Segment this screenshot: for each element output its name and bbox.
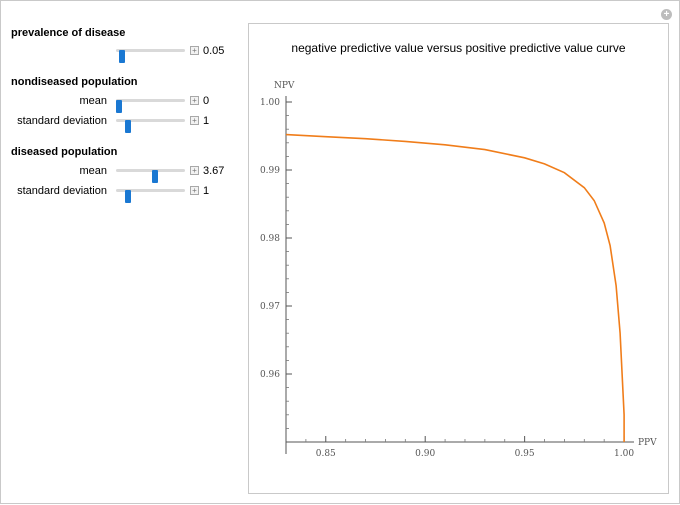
nondiseased-mean-slider[interactable]	[116, 99, 185, 113]
nondiseased-sd-slider-thumb[interactable]	[125, 120, 132, 133]
diseased-sd-control: standard deviation + 1	[1, 183, 241, 203]
diseased-mean-control: mean + 3.67	[1, 163, 241, 183]
nondiseased-sd-slider[interactable]	[116, 119, 185, 133]
prevalence-value: 0.05	[203, 45, 225, 57]
x-tick-label: 1.00	[614, 449, 634, 459]
plus-icon[interactable]: +	[190, 46, 199, 55]
nondiseased-mean-value: 0	[203, 95, 210, 107]
diseased-mean-value: 3.67	[203, 165, 225, 177]
diseased-mean-label: mean	[79, 165, 107, 177]
plus-icon[interactable]: +	[190, 166, 199, 175]
y-tick-label: 0.96	[260, 370, 280, 380]
y-tick-label: 0.98	[260, 234, 280, 244]
prevalence-control: + 0.05	[1, 43, 241, 63]
x-tick-label: 0.90	[415, 449, 435, 459]
plus-icon[interactable]: +	[190, 116, 199, 125]
y-tick-label: 1.00	[260, 98, 280, 108]
diseased-sd-slider-thumb[interactable]	[125, 190, 132, 203]
y-tick-label: 0.97	[260, 302, 280, 312]
prevalence-slider[interactable]	[116, 49, 185, 63]
x-tick-label: 0.85	[316, 449, 336, 459]
diseased-mean-slider-thumb[interactable]	[151, 170, 158, 183]
controls-panel: prevalence of disease + 0.05 nondiseased…	[1, 1, 241, 505]
nondiseased-sd-value: 1	[203, 115, 210, 127]
plot-panel: negative predictive value versus positiv…	[248, 23, 669, 494]
x-axis-label: PPV	[638, 438, 657, 448]
diseased-sd-label: standard deviation	[17, 185, 107, 197]
npv-ppv-chart: 0.85 0.90 0.95 1.00 0.96 0.97 0.98 0.99 1.00 PPV…	[260, 81, 657, 459]
diseased-section-title: diseased population	[11, 146, 118, 158]
nondiseased-sd-label: standard deviation	[17, 115, 107, 127]
diseased-sd-value: 1	[203, 185, 210, 197]
nondiseased-section-title: nondiseased population	[11, 76, 138, 88]
nondiseased-sd-control: standard deviation + 1	[1, 113, 241, 133]
plus-icon[interactable]: +	[190, 186, 199, 195]
prevalence-slider-thumb[interactable]	[119, 50, 126, 63]
prevalence-section-title: prevalence of disease	[11, 27, 126, 39]
npv-ppv-curve	[285, 133, 625, 442]
nondiseased-mean-slider-thumb[interactable]	[116, 100, 122, 113]
y-axis-label: NPV	[274, 81, 295, 91]
nondiseased-mean-control: mean + 0	[1, 93, 241, 113]
plus-icon[interactable]: +	[190, 96, 199, 105]
nondiseased-mean-label: mean	[79, 95, 107, 107]
diseased-mean-slider[interactable]	[116, 169, 185, 183]
diseased-sd-slider[interactable]	[116, 189, 185, 203]
y-tick-label: 0.99	[260, 166, 280, 176]
close-icon[interactable]: +	[661, 9, 672, 20]
chart-title: negative predictive value versus positiv…	[291, 41, 626, 55]
x-tick-label: 0.95	[515, 449, 535, 459]
